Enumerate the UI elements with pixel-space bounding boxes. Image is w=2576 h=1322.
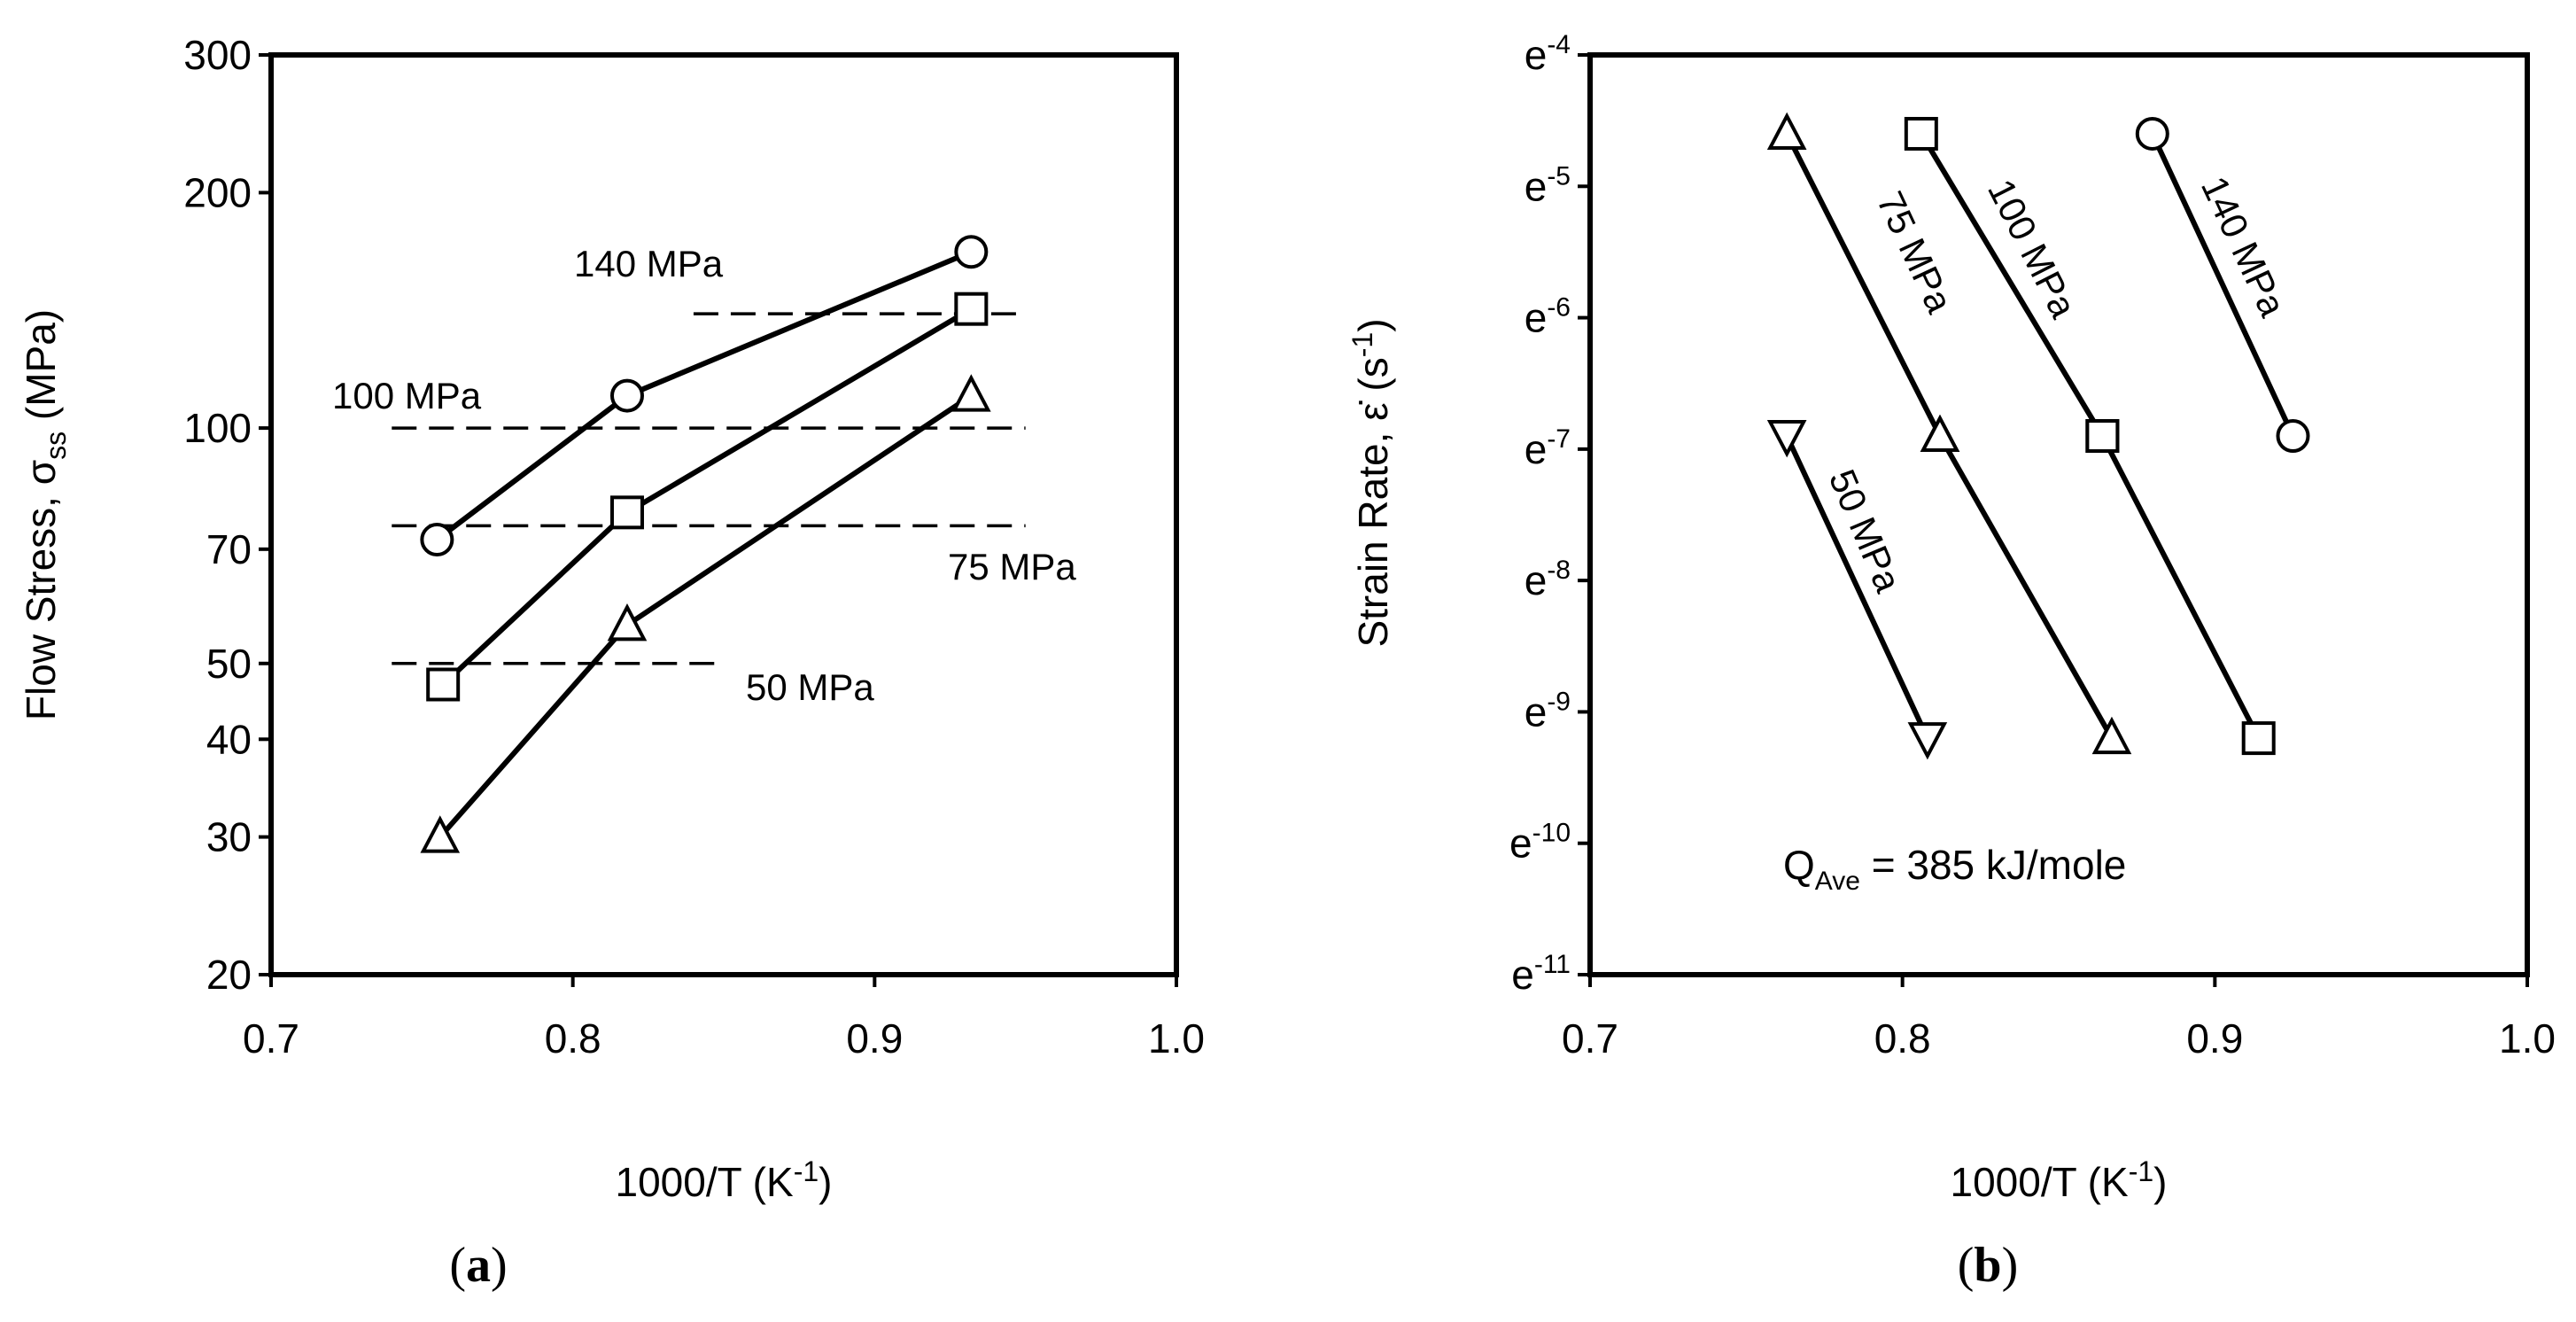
panel-a-series <box>420 235 991 853</box>
line-label-140: 140 MPa <box>2193 170 2294 323</box>
y-tick-label: 50 <box>206 641 252 687</box>
x-tick-label: 1.0 <box>2499 1015 2556 1061</box>
point-triangle <box>607 603 648 642</box>
y-tick-label: e-9 <box>1525 687 1571 735</box>
point-140-MPa <box>2276 419 2310 454</box>
panel-a-y-ticks: 20 30 40 50 70 100 200 300 <box>183 32 271 998</box>
panel-b-label: (b) <box>1958 1238 2018 1293</box>
panel-a-x-ticks: 0.7 0.8 0.9 1.0 <box>243 975 1205 1061</box>
panel-a-label: (a) <box>449 1238 507 1293</box>
activation-energy-annotation: QAve = 385 kJ/mole <box>1783 842 2126 896</box>
x-tick-label: 0.7 <box>243 1015 299 1061</box>
point-140-MPa <box>2135 116 2169 151</box>
series-line-75-MPa <box>1937 434 2114 740</box>
panel-b-y-axis-label: Strain Rate, ε̇ (s-1) <box>1346 318 1396 647</box>
point-100-MPa <box>1904 116 1938 151</box>
series-line-circle <box>435 249 973 542</box>
point-100-MPa <box>2085 419 2120 454</box>
x-tick-label: 0.8 <box>1874 1015 1931 1061</box>
point-square <box>609 495 644 530</box>
panel-b-strain-rate-chart: e-4e-5e-6e-7e-8e-9e-10e-11 0.7 0.8 0.9 1.0 … <box>1346 30 2556 1293</box>
point-circle <box>420 523 454 557</box>
series-line-50-MPa <box>1784 434 1930 740</box>
panel-b-plot-frame <box>1587 52 2530 977</box>
y-tick-label: 40 <box>206 716 252 762</box>
y-tick-label: 30 <box>206 814 252 860</box>
y-tick-label: e-7 <box>1525 424 1571 472</box>
panel-b-x-ticks: 0.7 0.8 0.9 1.0 <box>1562 975 2556 1061</box>
ref-label-75: 75 MPa <box>948 546 1076 587</box>
panel-a-plot-frame <box>268 52 1179 977</box>
panel-b-y-ticks: e-4 e-5 e-6 e-7 e-8 e-9 e-10 e-11 <box>1509 30 1590 998</box>
y-tick-label: e-6 <box>1525 293 1571 341</box>
y-tick-label: 100 <box>183 405 252 451</box>
x-tick-label: 1.0 <box>1148 1015 1205 1061</box>
y-tick-label: 70 <box>206 526 252 572</box>
point-100-MPa <box>2241 721 2276 756</box>
point-circle <box>954 235 989 269</box>
ref-label-100: 100 MPa <box>332 375 482 416</box>
y-tick-label: 300 <box>183 32 252 78</box>
point-75-MPa <box>1920 414 1960 453</box>
y-tick-label: e-10 <box>1509 819 1571 867</box>
panel-a-y-axis-label: Flow Stress, σss (MPa) <box>18 309 72 720</box>
panel-a-reference-lines <box>392 312 1026 665</box>
y-tick-label: e-8 <box>1525 556 1571 603</box>
series-line-square <box>441 307 973 687</box>
point-50-MPa <box>1766 420 1807 458</box>
point-75-MPa <box>2091 716 2132 755</box>
panel-a-x-axis-label: 1000/T (K-1) <box>616 1155 833 1205</box>
x-tick-label: 0.8 <box>545 1015 601 1061</box>
line-label-50: 50 MPa <box>1821 463 1910 598</box>
point-triangle <box>420 815 461 853</box>
y-tick-label: e-11 <box>1511 950 1571 998</box>
line-label-75: 75 MPa <box>1869 185 1961 320</box>
x-tick-label: 0.9 <box>846 1015 903 1061</box>
x-tick-label: 0.9 <box>2186 1015 2243 1061</box>
y-tick-label: e-4 <box>1525 30 1571 78</box>
x-tick-label: 0.7 <box>1562 1015 1618 1061</box>
panel-b-series <box>1766 112 2310 760</box>
point-circle <box>609 378 644 413</box>
point-75-MPa <box>1766 112 1807 150</box>
y-tick-label: e-5 <box>1525 161 1571 209</box>
series-line-75-MPa <box>1784 132 1943 438</box>
y-tick-label: 20 <box>206 952 252 998</box>
point-square <box>954 292 989 326</box>
point-square <box>426 667 461 702</box>
line-label-100: 100 MPa <box>1980 173 2084 325</box>
panel-a-flow-stress-chart: 20 30 40 50 70 100 200 300 0.7 0.8 0.9 1.0 140 MPa… <box>18 32 1205 1293</box>
series-line-140-MPa <box>2150 132 2296 438</box>
panel-b-x-axis-label: 1000/T (K-1) <box>1951 1155 2168 1205</box>
series-line-100-MPa <box>1919 132 2105 438</box>
ref-label-140: 140 MPa <box>574 243 724 284</box>
point-triangle <box>951 374 991 412</box>
y-tick-label: 200 <box>183 169 252 215</box>
ref-label-50: 50 MPa <box>746 666 874 708</box>
point-50-MPa <box>1907 722 1948 760</box>
series-line-100-MPa <box>2099 434 2262 740</box>
